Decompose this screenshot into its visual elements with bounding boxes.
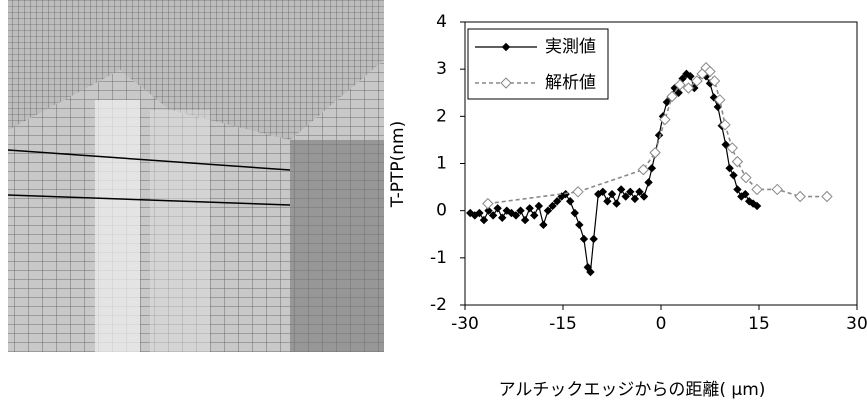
data-point — [650, 148, 660, 158]
data-point — [613, 200, 620, 207]
x-tick-label: 15 — [748, 314, 770, 334]
legend-label: 実測値 — [545, 37, 596, 57]
data-point — [567, 198, 574, 205]
data-point — [631, 195, 638, 202]
y-tick-label: 1 — [436, 154, 447, 174]
x-tick-label: -15 — [549, 314, 577, 334]
data-point — [604, 198, 611, 205]
data-point — [480, 217, 487, 224]
data-point — [638, 165, 648, 175]
data-point — [522, 217, 529, 224]
y-tick-label: 2 — [436, 106, 447, 126]
data-point — [499, 214, 506, 221]
data-point — [526, 205, 533, 212]
data-point — [772, 184, 782, 194]
data-point — [535, 202, 542, 209]
data-point — [732, 157, 742, 167]
y-tick-label: 4 — [436, 12, 447, 32]
x-tick-label: 0 — [656, 314, 667, 334]
data-point — [531, 212, 538, 219]
data-point — [648, 165, 655, 172]
data-point — [741, 173, 751, 183]
data-point — [571, 210, 578, 217]
data-point — [730, 172, 737, 179]
data-point — [726, 165, 733, 172]
data-point — [734, 186, 741, 193]
data-point — [645, 179, 652, 186]
data-point — [795, 192, 805, 202]
data-point — [609, 191, 616, 198]
page: T-PTP(nm) アルチックエッジからの距離( μm) -2 -1 0 1 2 3 4 -3… — [0, 0, 867, 406]
mesh-image — [8, 0, 384, 352]
data-point — [573, 187, 583, 197]
data-point — [540, 221, 547, 228]
x-axis-label: アルチックエッジからの距離( μm) — [499, 380, 766, 400]
data-point — [580, 235, 587, 242]
y-tick-label: -1 — [430, 248, 447, 268]
data-point — [590, 235, 597, 242]
data-point — [494, 205, 501, 212]
y-tick-label: 0 — [436, 201, 447, 221]
x-tick-label: -30 — [451, 314, 479, 334]
y-axis-label: T-PTP(nm) — [388, 121, 408, 208]
data-point — [822, 192, 832, 202]
figure: T-PTP(nm) アルチックエッジからの距離( μm) -2 -1 0 1 2 3 4 -3… — [0, 0, 867, 406]
y-tick-label: -2 — [430, 295, 447, 315]
data-point — [576, 221, 583, 228]
data-point — [618, 186, 625, 193]
data-point — [483, 199, 493, 209]
series-line — [470, 74, 757, 272]
x-tick-label: 30 — [846, 314, 867, 334]
data-point — [752, 184, 762, 194]
legend-label: 解析値 — [545, 73, 596, 93]
y-tick-label: 3 — [436, 59, 447, 79]
